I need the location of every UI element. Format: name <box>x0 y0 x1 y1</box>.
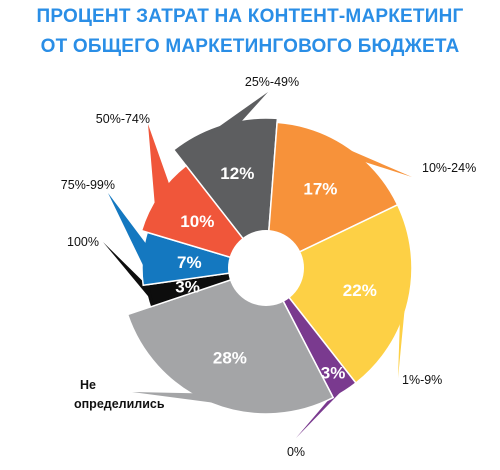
callout-pointer-10pct-24pct <box>333 143 412 177</box>
callout-pointer-25pct-49pct <box>209 92 268 134</box>
category-label-0pct: 0% <box>287 445 305 459</box>
donut-hole <box>228 230 304 306</box>
value-label-75pct-99pct: 7% <box>177 253 202 272</box>
callout-pointer-не-определились <box>132 392 227 405</box>
callout-pointer-75pct-99pct <box>108 193 148 272</box>
pie-slice-10pct-24pct <box>265 121 399 270</box>
category-label-1pct-9pct: 1%-9% <box>402 373 442 387</box>
callout-pointer-0pct <box>296 382 350 438</box>
value-label-0pct: 3% <box>321 363 346 382</box>
category-label-25pct-49pct: 25%-49% <box>245 75 299 89</box>
category-label-75pct-99pct: 75%-99% <box>61 178 115 192</box>
value-label-не-определились: 28% <box>213 348 247 367</box>
value-label-10pct-24pct: 17% <box>303 179 337 198</box>
pie-slice-1pct-9pct <box>264 203 413 385</box>
category-label-100pct: 100% <box>67 235 99 249</box>
value-label-25pct-49pct: 12% <box>220 164 254 183</box>
value-label-1pct-9pct: 22% <box>343 281 377 300</box>
callout-pointer-1pct-9pct <box>398 285 407 378</box>
callout-pointer-50pct-74pct <box>148 124 170 209</box>
category-label-10pct-24pct: 10%-24% <box>422 161 476 175</box>
chart-title-line-1: ПРОЦЕНТ ЗАТРАТ НА КОНТЕНТ-МАРКЕТИНГ <box>36 6 464 27</box>
pie-slice-не-определились <box>126 267 335 415</box>
value-label-50pct-74pct: 10% <box>180 212 214 231</box>
chart-title-line-2: ОТ ОБЩЕГО МАРКЕТИНГОВОГО БЮДЖЕТА <box>40 36 460 57</box>
category-label-50pct-74pct: 50%-74% <box>96 112 150 126</box>
callout-pointer-100pct <box>103 242 154 303</box>
value-label-100pct: 3% <box>175 278 200 297</box>
category-label-не-определились: Не определились <box>74 378 165 411</box>
